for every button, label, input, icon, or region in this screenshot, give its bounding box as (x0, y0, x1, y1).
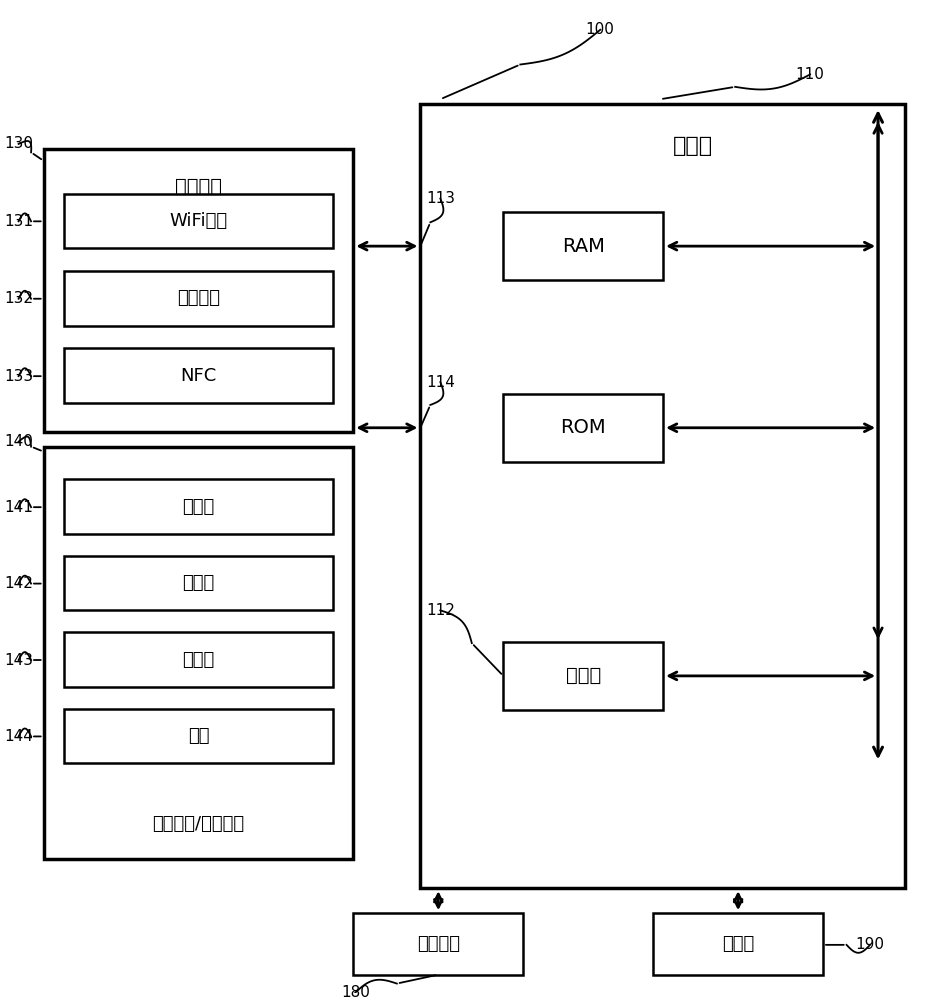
Text: 通信接口: 通信接口 (175, 177, 222, 196)
Text: 143: 143 (4, 653, 33, 668)
Bar (353, 913, 523, 975)
Bar (64, 632, 333, 687)
Text: 100: 100 (586, 22, 615, 37)
Text: 控制器: 控制器 (672, 136, 713, 156)
Text: 处理器: 处理器 (565, 666, 601, 685)
Text: 按键: 按键 (188, 727, 209, 745)
Text: 142: 142 (4, 576, 33, 591)
Bar (64, 709, 333, 763)
Text: 180: 180 (341, 985, 370, 1000)
Text: 141: 141 (4, 500, 33, 515)
Text: 传感器: 传感器 (182, 651, 215, 669)
Text: RAM: RAM (562, 237, 605, 256)
Bar (503, 394, 663, 462)
Text: 麦克风: 麦克风 (182, 498, 215, 516)
Text: WiFi芯片: WiFi芯片 (169, 212, 227, 230)
Bar (64, 271, 333, 326)
Text: NFC: NFC (180, 367, 217, 385)
Text: 蓝牙模块: 蓝牙模块 (177, 289, 220, 307)
Bar (43, 149, 353, 432)
Text: 131: 131 (4, 214, 33, 229)
Bar (503, 642, 663, 710)
Text: 130: 130 (4, 136, 33, 151)
Bar (503, 212, 663, 280)
Text: 114: 114 (426, 375, 454, 390)
Text: 用户输入/输出接口: 用户输入/输出接口 (152, 815, 244, 833)
Text: ROM: ROM (561, 418, 606, 437)
Bar (64, 348, 333, 403)
Bar (43, 447, 353, 859)
Text: 113: 113 (425, 191, 454, 206)
Text: 存储器: 存储器 (722, 935, 754, 953)
Bar (64, 556, 333, 610)
Bar (64, 479, 333, 534)
Text: 133: 133 (4, 369, 33, 384)
Text: 140: 140 (4, 434, 33, 449)
Text: 110: 110 (795, 67, 824, 82)
Bar (654, 913, 824, 975)
Text: 190: 190 (855, 937, 885, 952)
Text: 摄像头: 摄像头 (182, 574, 215, 592)
Bar (421, 104, 905, 888)
Text: 112: 112 (426, 603, 454, 618)
Text: 144: 144 (4, 729, 33, 744)
Bar (64, 194, 333, 248)
Text: 供电电源: 供电电源 (417, 935, 460, 953)
Text: 132: 132 (4, 291, 33, 306)
